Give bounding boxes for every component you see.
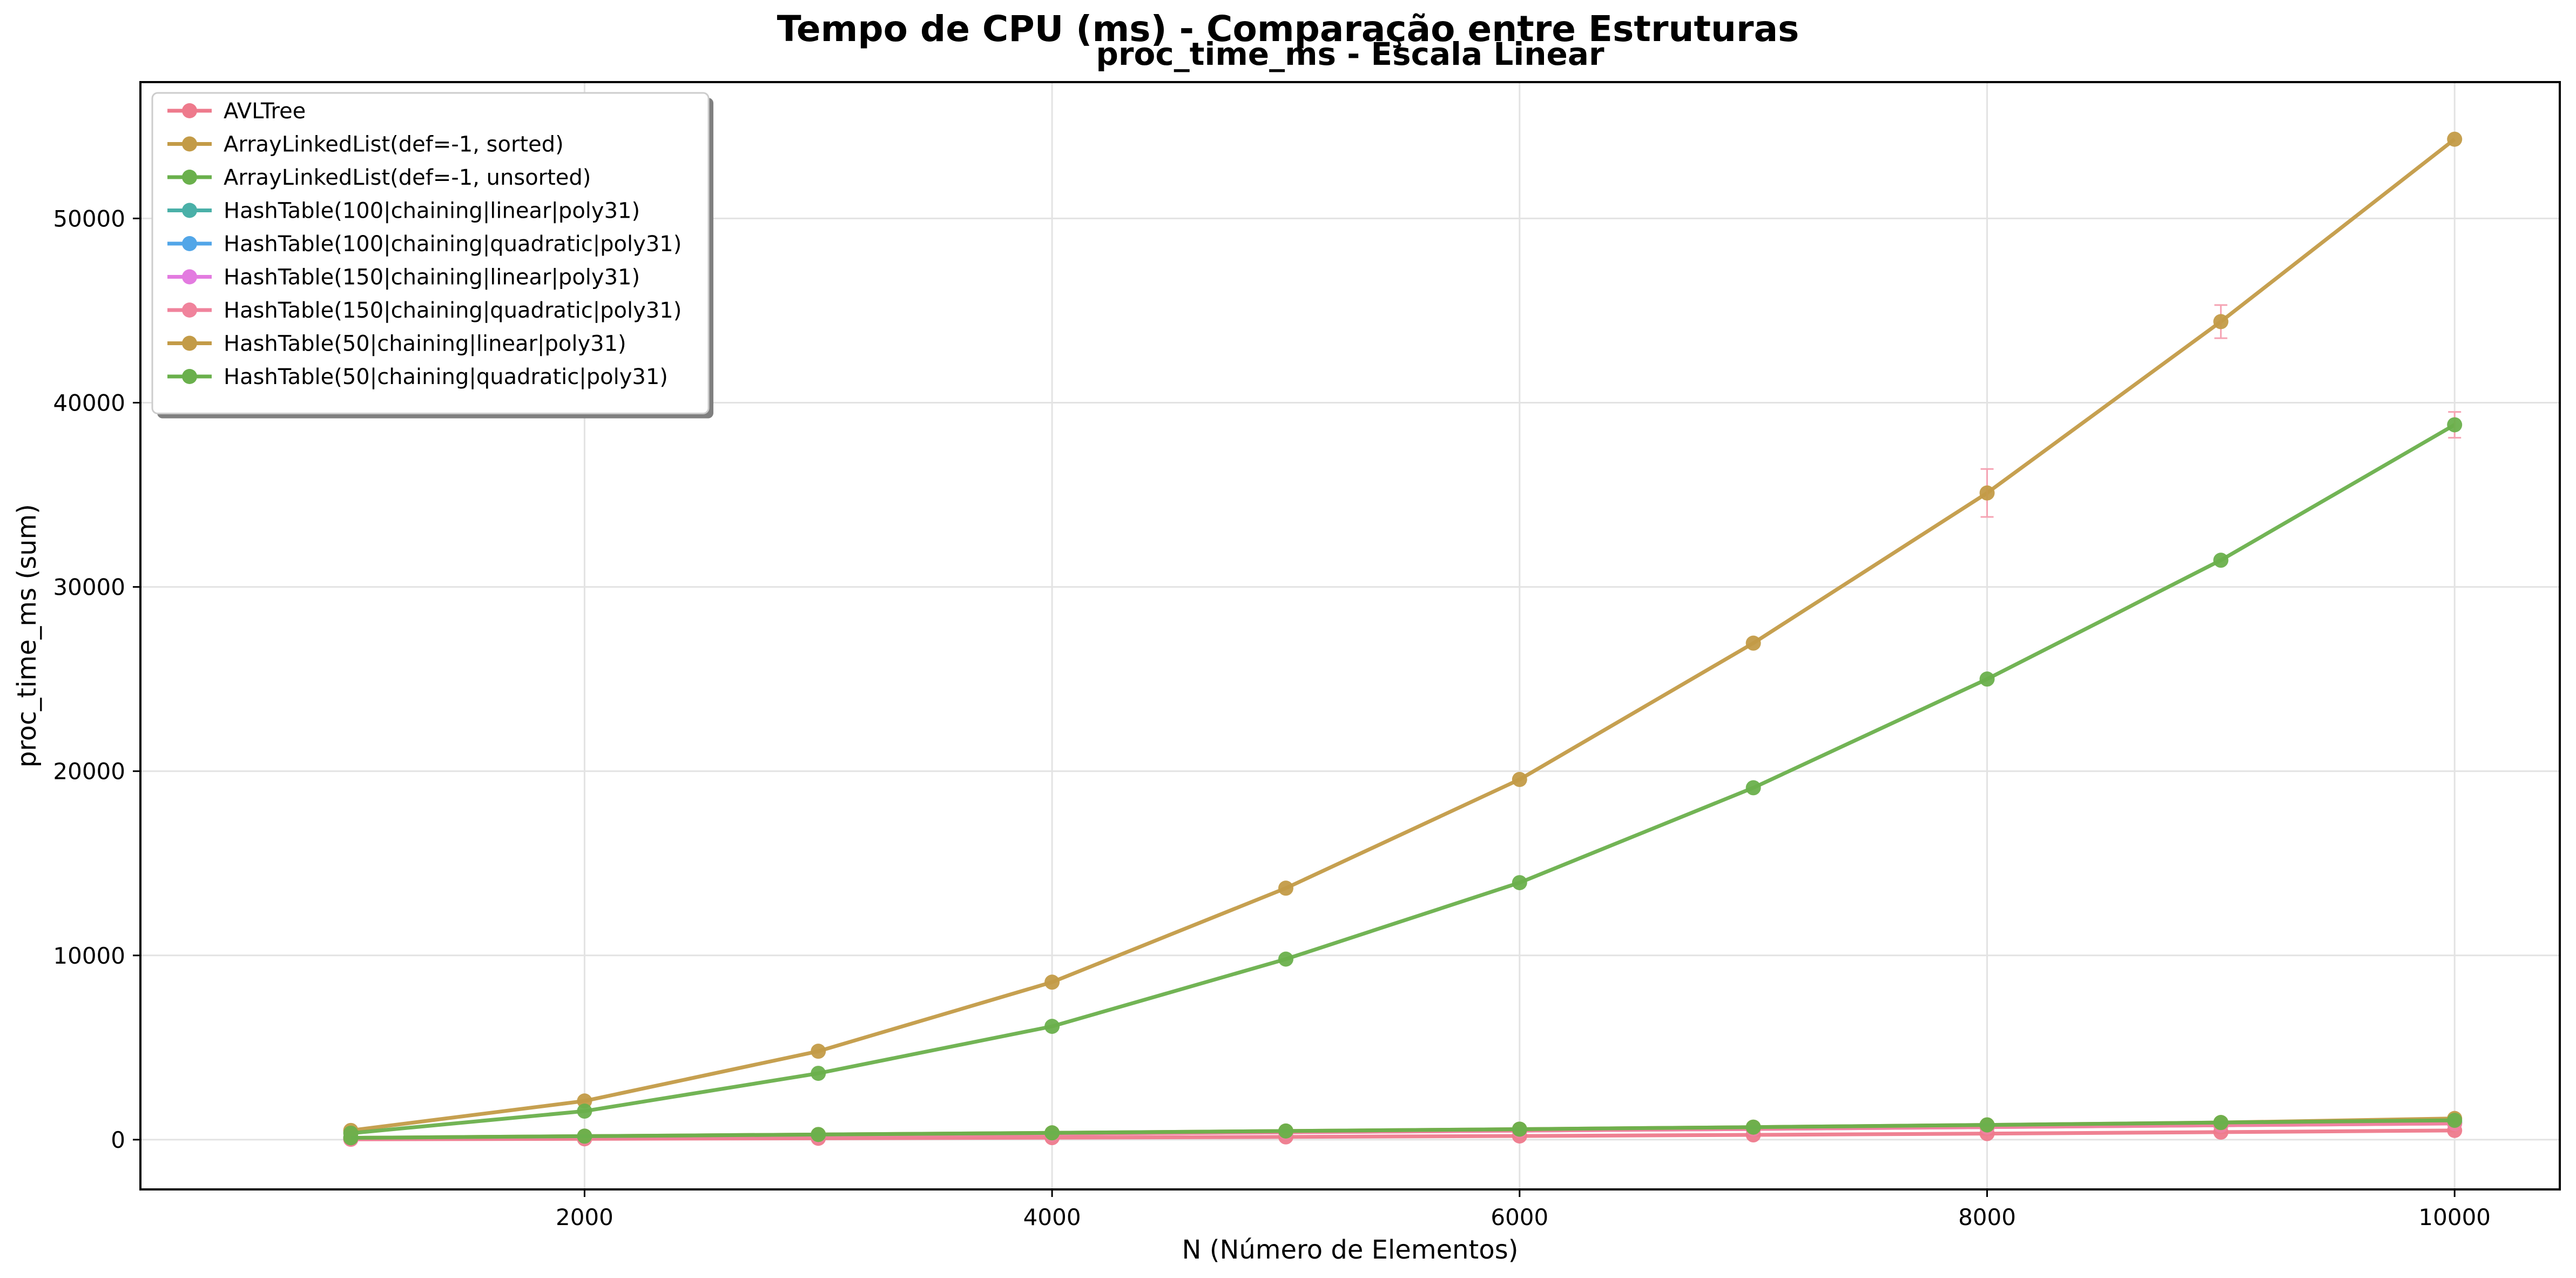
data-point [1278, 951, 1293, 967]
y-tick-label: 40000 [53, 390, 125, 416]
y-tick-label: 50000 [53, 205, 125, 232]
data-point [1044, 1019, 1060, 1034]
data-point [343, 1130, 359, 1146]
legend-marker-3 [182, 203, 197, 218]
tick-layer: 2000 4000 6000 8000 10000 0 10000 20000 30000 400… [53, 205, 2491, 1230]
x-tick-label: 4000 [1023, 1204, 1081, 1230]
y-tick-label: 10000 [53, 943, 125, 969]
data-point [2213, 314, 2229, 329]
y-tick-label: 0 [111, 1127, 125, 1153]
plot-frame [139, 81, 2561, 1190]
grid-layer [140, 82, 2560, 1189]
data-point [1745, 1119, 1761, 1135]
data-point [1044, 1125, 1060, 1141]
legend-marker-6 [182, 302, 197, 318]
x-axis-label: N (Número de Elementos) [1182, 1235, 1519, 1265]
data-point [2213, 1115, 2229, 1131]
data-point [1512, 1121, 1527, 1137]
data-point [577, 1104, 592, 1119]
data-point [2447, 131, 2463, 147]
data-point [1278, 1123, 1293, 1139]
data-point [811, 1066, 826, 1081]
legend-label-0: AVLTree [224, 99, 306, 124]
y-tick-label: 30000 [53, 574, 125, 601]
data-point [2447, 1113, 2463, 1128]
legend-marker-8 [182, 369, 197, 384]
legend-label-4: HashTable(100|chaining|quadratic|poly31) [224, 232, 682, 257]
data-point [1979, 485, 1995, 501]
x-tick-label: 10000 [2418, 1204, 2491, 1230]
series-line [350, 423, 2456, 1135]
y-tick-label: 20000 [53, 758, 125, 785]
legend-label-5: HashTable(150|chaining|linear|poly31) [224, 265, 640, 290]
legend-marker-7 [182, 335, 197, 351]
data-point [1278, 880, 1293, 896]
legend-marker-2 [182, 170, 197, 185]
series-2 [343, 411, 2463, 1141]
series-line [350, 1128, 2455, 1141]
data-point [1745, 780, 1761, 796]
figure-suptitle: Tempo de CPU (ms) - Comparação entre Est… [777, 8, 1799, 50]
x-tick-label: 2000 [556, 1204, 613, 1230]
y-axis-label: proc_time_ms (sum) [12, 504, 42, 768]
legend-box [151, 92, 710, 414]
series-8 [343, 1113, 2463, 1146]
legend-label-3: HashTable(100|chaining|linear|poly31) [224, 199, 640, 224]
data-point [1512, 875, 1527, 891]
data-point [1044, 974, 1060, 990]
data-point [2447, 417, 2463, 433]
legend-marker-1 [182, 136, 197, 152]
chart-title: proc_time_ms - Escala Linear [1096, 36, 1604, 72]
data-point [577, 1128, 592, 1144]
data-point [1979, 1117, 1995, 1133]
series-layer [343, 131, 2463, 1147]
data-point [811, 1044, 826, 1059]
legend-marker-5 [182, 269, 197, 285]
data-point [1512, 772, 1527, 788]
x-tick-label: 8000 [1958, 1204, 2016, 1230]
legend-marker-4 [182, 236, 197, 251]
x-tick-label: 6000 [1491, 1204, 1548, 1230]
series-line [350, 1118, 2455, 1140]
legend-label-7: HashTable(50|chaining|linear|poly31) [224, 332, 626, 357]
series-line [350, 137, 2456, 1133]
legend-label-2: ArrayLinkedList(def=-1, unsorted) [224, 165, 591, 190]
data-point [1745, 635, 1761, 651]
data-point [1979, 671, 1995, 687]
legend-label-8: HashTable(50|chaining|quadratic|poly31) [224, 365, 668, 389]
legend-marker-0 [182, 103, 197, 118]
legend: AVLTree ArrayLinkedList(def=-1, sorted) Ar… [151, 92, 713, 419]
data-point [2213, 553, 2229, 568]
data-point [811, 1127, 826, 1142]
legend-label-1: ArrayLinkedList(def=-1, sorted) [224, 132, 564, 157]
legend-label-6: HashTable(150|chaining|quadratic|poly31) [224, 298, 682, 323]
